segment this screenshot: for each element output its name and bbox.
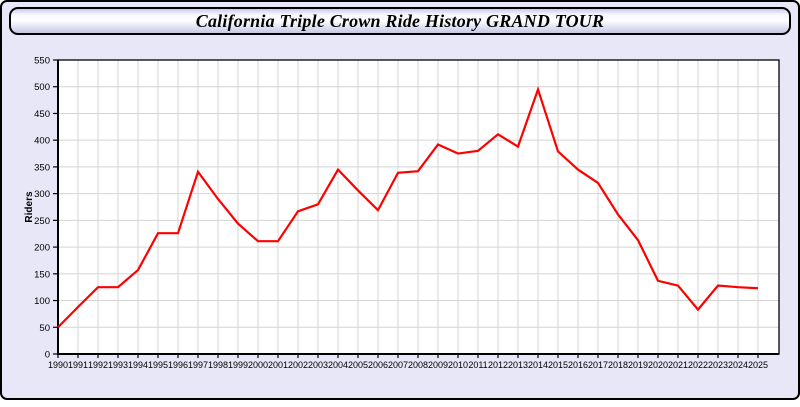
title-bar: California Triple Crown Ride History GRA… (9, 7, 791, 35)
x-tick-label: 1990 (48, 360, 68, 370)
x-tick-label: 2010 (448, 360, 468, 370)
x-tick-label: 2016 (568, 360, 588, 370)
x-tick-label: 1997 (188, 360, 208, 370)
x-tick-label: 1998 (208, 360, 228, 370)
y-tick-label: 350 (34, 162, 50, 173)
x-tick-label: 2021 (668, 360, 688, 370)
x-tick-label: 2012 (488, 360, 508, 370)
x-tick-label: 2004 (328, 360, 348, 370)
page-title: California Triple Crown Ride History GRA… (195, 10, 605, 31)
x-tick-label: 1992 (88, 360, 108, 370)
y-tick-label: 250 (34, 216, 50, 227)
x-tick-label: 2019 (628, 360, 648, 370)
x-tick-label: 2008 (408, 360, 428, 370)
y-tick-label: 50 (39, 323, 50, 334)
chart-container: 0 50 100 150 200 250 300 350 400 450 500 550 1990 199… (2, 38, 800, 402)
y-tick-label: 400 (34, 136, 50, 147)
x-tick-label: 2000 (248, 360, 268, 370)
x-tick-label: 2018 (608, 360, 628, 370)
x-tick-label: 2011 (468, 360, 487, 370)
y-tick-label: 300 (34, 189, 50, 200)
x-tick-label: 2007 (388, 360, 408, 370)
y-axis-title: Riders (24, 191, 35, 223)
y-tick-label: 200 (34, 243, 50, 254)
x-tick-label: 1999 (228, 360, 248, 370)
x-tick-label: 2009 (428, 360, 448, 370)
x-tick-label: 1995 (148, 360, 168, 370)
x-tick-label: 2024 (728, 360, 748, 370)
x-tick-label: 2002 (288, 360, 308, 370)
x-tick-label: 2017 (588, 360, 608, 370)
x-tick-label: 2014 (528, 360, 548, 370)
x-tick-label: 2006 (368, 360, 388, 370)
series-line-riders (57, 85, 759, 329)
y-tick-label: 500 (34, 82, 50, 93)
y-tick-label: 100 (34, 296, 50, 307)
y-tick-label: 0 (45, 350, 50, 361)
x-tick-label: 1993 (108, 360, 128, 370)
x-tick-label: 2022 (688, 360, 708, 370)
x-tick-label: 2023 (708, 360, 728, 370)
x-tick-label: 1991 (68, 360, 88, 370)
x-tick-label: 2003 (308, 360, 328, 370)
x-tick-label: 2001 (268, 360, 288, 370)
x-tick-label: 2020 (648, 360, 668, 370)
x-tick-label: 2025 (748, 360, 768, 370)
x-tick-label: 2005 (348, 360, 368, 370)
x-tick-label: 2015 (548, 360, 568, 370)
y-tick-label: 550 (34, 56, 50, 67)
y-tick-label: 150 (34, 269, 50, 280)
x-tick-label: 2013 (508, 360, 528, 370)
y-tick-label: 450 (34, 109, 50, 120)
x-tick-label: 1996 (168, 360, 188, 370)
x-tick-label: 1994 (128, 360, 148, 370)
